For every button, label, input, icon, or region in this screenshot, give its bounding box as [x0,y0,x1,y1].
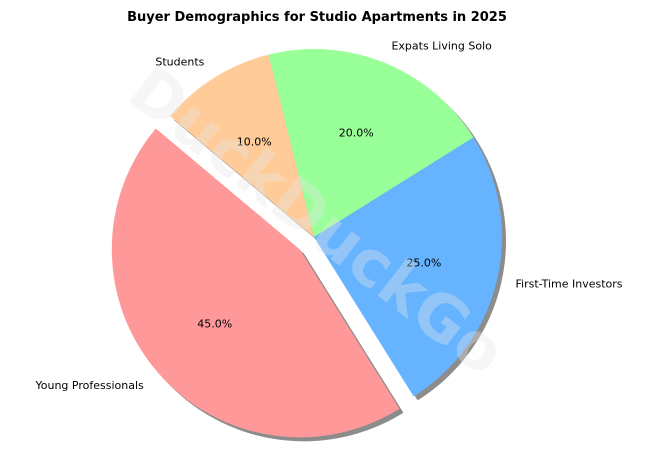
slices-layer [111,49,506,442]
pie-slice-young-professionals [111,128,400,438]
pct-label-0: 45.0% [197,317,232,330]
category-label-2: Expats Living Solo [391,39,492,52]
pct-label-2: 20.0% [339,126,374,139]
pie-slice-first-time-investors [314,137,502,397]
category-label-1: First-Time Investors [515,278,622,291]
category-label-0: Young Professionals [34,379,144,392]
pct-label-1: 25.0% [406,256,441,269]
pct-label-3: 10.0% [237,135,272,148]
pie-slice-students [169,54,314,237]
pie-slice-expats-living-solo [268,49,474,238]
labels-layer: 45.0% Young Professionals 25.0% First-Time … [34,39,622,392]
chart-title: Buyer Demographics for Studio Apartments… [127,10,507,25]
category-label-3: Students [155,56,204,69]
